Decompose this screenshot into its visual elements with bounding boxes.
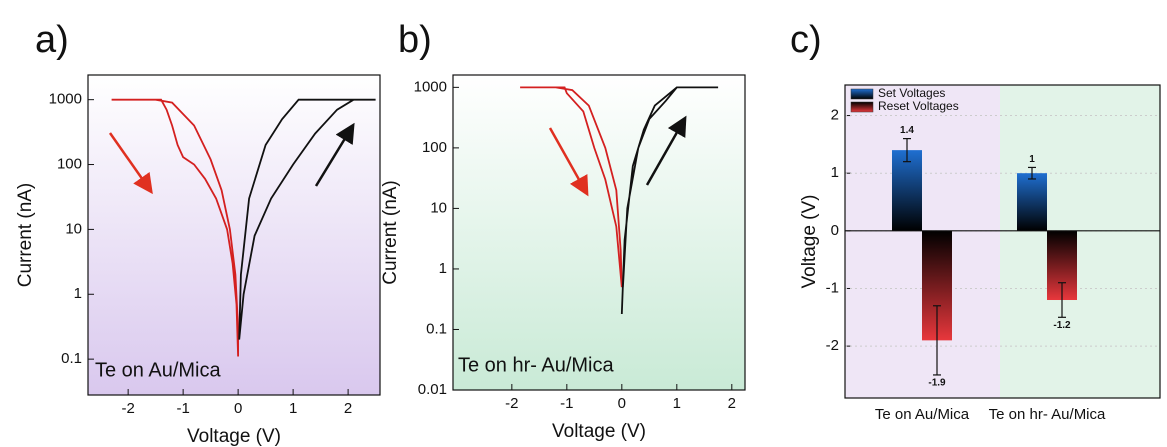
y-tick-label: 1 <box>439 260 447 277</box>
y-axis-label: Current (nA) <box>380 180 401 285</box>
x-axis-label: Voltage (V) <box>552 421 646 442</box>
x-tick-label: Te on Au/Mica <box>875 406 970 423</box>
region <box>1000 85 1160 398</box>
plot-frame <box>452 74 746 391</box>
x-tick-label: 0 <box>234 400 242 417</box>
iv-curve <box>520 86 623 288</box>
iv-curve <box>238 98 376 340</box>
x-tick-label: -1 <box>176 400 189 417</box>
panel-label: c) <box>790 19 822 61</box>
y-tick-label: 100 <box>422 139 447 156</box>
panel-label: a) <box>35 19 69 61</box>
legend-swatch <box>850 88 874 100</box>
y-tick-label: 10 <box>65 220 82 237</box>
x-axis-label: Voltage (V) <box>187 426 281 447</box>
iv-curve <box>111 98 239 357</box>
y-tick-label: 0.1 <box>426 320 447 337</box>
y-tick-label: 0.1 <box>61 350 82 367</box>
x-tick-label: Te on hr- Au/Mica <box>989 406 1106 423</box>
y-tick-label: 1 <box>831 164 839 181</box>
value-label: 1 <box>1029 154 1035 165</box>
x-tick-label: 0 <box>618 395 626 412</box>
x-tick-label: 1 <box>673 395 681 412</box>
arrow <box>314 122 355 187</box>
y-tick-label: 1 <box>74 285 82 302</box>
x-tick-label: 2 <box>344 400 352 417</box>
y-tick-label: 0 <box>831 222 839 239</box>
value-label: -1.2 <box>1053 320 1071 331</box>
annotation: Te on hr- Au/Mica <box>458 354 615 376</box>
plot-background <box>453 75 745 390</box>
value-label: 1.4 <box>900 125 914 136</box>
y-axis-label: Current (nA) <box>15 183 36 288</box>
value-label: -1.9 <box>928 378 946 389</box>
plot-frame <box>844 84 1161 399</box>
y-tick-label: 100 <box>57 156 82 173</box>
arrow <box>108 132 153 195</box>
annotation: Te on Au/Mica <box>95 359 222 381</box>
legend-swatch <box>850 101 874 113</box>
y-tick-label: 2 <box>831 107 839 124</box>
y-tick-label: -1 <box>826 279 839 296</box>
bar <box>1017 173 1047 231</box>
y-axis-label: Voltage (V) <box>799 195 820 289</box>
y-tick-label: 1000 <box>414 78 447 95</box>
y-tick-label: 0.01 <box>418 381 447 398</box>
y-tick-label: 1000 <box>49 91 82 108</box>
panel-label: b) <box>398 19 432 61</box>
x-tick-label: -2 <box>505 395 518 412</box>
y-tick-label: -2 <box>826 337 839 354</box>
y-tick-label: 10 <box>430 199 447 216</box>
x-tick-label: -2 <box>121 400 134 417</box>
plot-frame <box>87 74 381 396</box>
x-tick-label: -1 <box>560 395 573 412</box>
bar <box>892 150 922 231</box>
x-tick-label: 1 <box>289 400 297 417</box>
plot-background <box>88 75 380 395</box>
iv-curve <box>620 86 719 315</box>
arrow <box>645 115 687 186</box>
legend-label: Set Voltages <box>878 86 945 100</box>
legend-label: Reset Voltages <box>878 99 959 113</box>
x-tick-label: 2 <box>728 395 736 412</box>
arrow <box>548 127 589 197</box>
